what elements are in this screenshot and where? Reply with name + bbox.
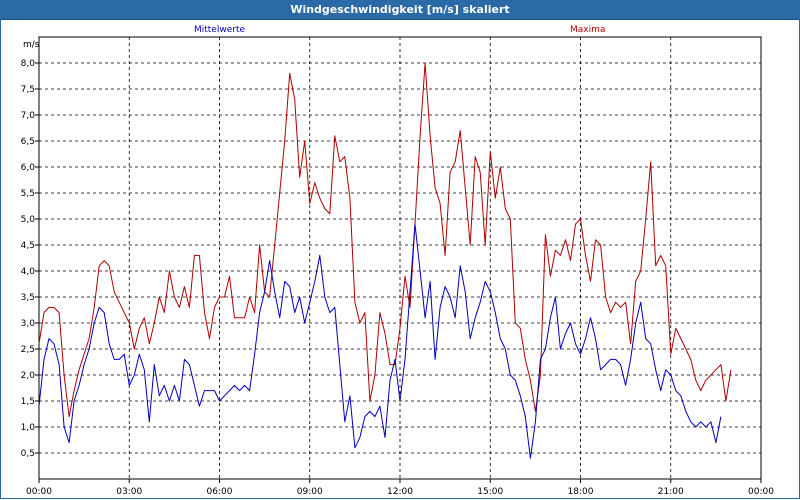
y-tick-label: 5,0 [21,215,36,225]
y-tick-label: 1,5 [21,397,35,407]
y-tick-label: 0,5 [21,449,35,459]
x-tick-time: 09:00 [297,487,323,497]
y-tick-label: 4,5 [21,241,35,251]
series-lines [38,62,732,459]
x-tick-time: 15:00 [477,487,503,497]
y-tick-label: 6,5 [21,137,35,147]
y-tick-label: 7,0 [21,111,36,121]
y-tick-label: 8,0 [21,59,36,69]
y-axis-label: m/s [23,40,40,50]
x-tick-time: 06:00 [207,487,233,497]
series-line-maxima [38,62,732,418]
x-tick-time: 00:00 [26,487,52,497]
series-line-mittelwerte [38,223,722,459]
y-axis-ticks: 0,5 1,0 1,5 2,0 2,5 3,0 3,5 4,0 4,5 5,0 5,5 6,0 6,5 7… [21,59,39,459]
y-tick-label: 2,5 [21,345,35,355]
y-tick-label: 5,5 [21,189,35,199]
x-tick-time: 00:00 [748,487,774,497]
chart-frame: m/s 0,5 1,0 1,5 2,0 2,5 3,0 3,5 4,0 4,5 5,0 5,5 6,0… [0,19,800,499]
x-tick-time: 03:00 [116,487,142,497]
x-tick-time: 18:00 [568,487,594,497]
y-tick-label: 4,0 [21,267,36,277]
wind-speed-chart: m/s 0,5 1,0 1,5 2,0 2,5 3,0 3,5 4,0 4,5 5,0 5,5 6,0… [21,25,775,497]
legend-mittelwerte: Mittelwerte [194,25,245,35]
legend-maxima: Maxima [570,25,605,35]
x-tick-time: 12:00 [387,487,413,497]
x-axis-ticks: 00:0002.08.1703:0002.08.1706:0002.08.170… [26,479,774,497]
y-tick-label: 6,0 [21,163,36,173]
chart-title: Windgeschwindigkeit [m/s] skaliert [0,0,800,20]
legend: Mittelwerte Maxima [194,25,605,35]
y-tick-label: 3,5 [21,293,35,303]
grid-lines [39,37,761,479]
y-tick-label: 3,0 [21,319,36,329]
x-tick-time: 21:00 [658,487,684,497]
y-tick-label: 7,5 [21,85,35,95]
y-tick-label: 2,0 [21,371,36,381]
y-tick-label: 1,0 [21,423,36,433]
